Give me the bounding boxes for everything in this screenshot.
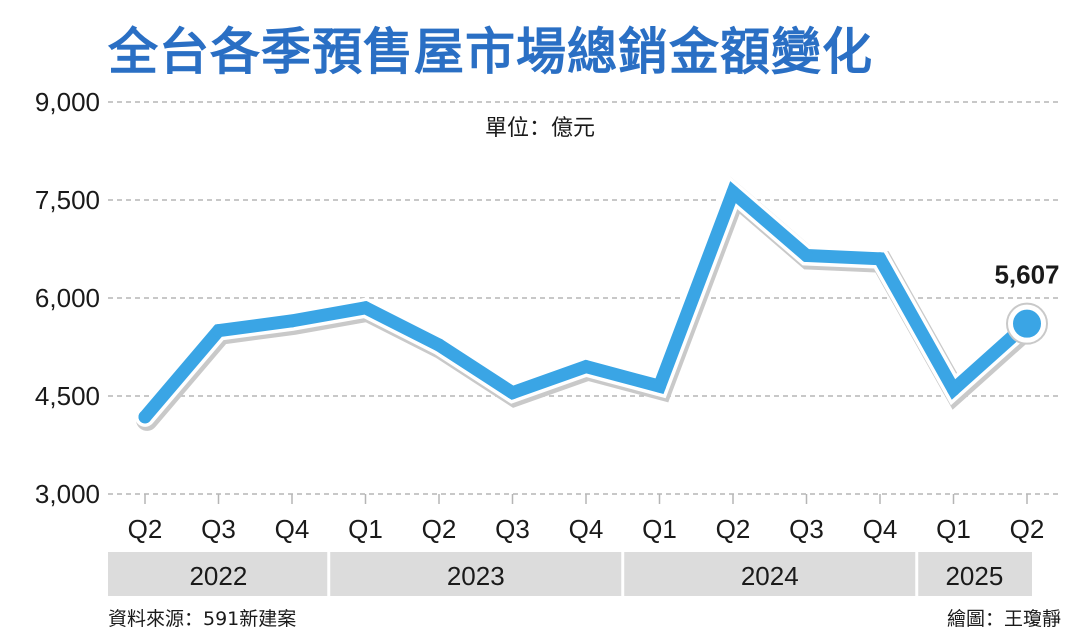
x-tick-label: Q3 <box>201 514 236 544</box>
last-data-point <box>1007 303 1047 344</box>
x-tick-label: Q4 <box>569 514 604 544</box>
chart-title: 全台各季預售屋市場總銷金額變化 <box>108 23 873 81</box>
data-point <box>432 338 446 352</box>
x-tick-label: Q1 <box>348 514 383 544</box>
year-band <box>916 552 1032 596</box>
year-label: 2023 <box>447 561 505 591</box>
data-point <box>212 324 225 338</box>
x-tick-label: Q1 <box>936 514 971 544</box>
y-tick-label: 9,000 <box>35 87 100 117</box>
data-point <box>359 301 372 315</box>
credit-note: 繪圖：王瓊靜 <box>946 608 1061 630</box>
y-tick-label: 4,500 <box>35 381 100 411</box>
year-label: 2024 <box>741 561 799 591</box>
y-tick-label: 3,000 <box>35 479 100 509</box>
data-point <box>579 360 593 374</box>
x-tick-label: Q4 <box>275 514 310 544</box>
year-band <box>108 552 329 596</box>
unit-label: 單位：億元 <box>485 116 595 141</box>
year-band <box>328 552 623 596</box>
data-point <box>947 382 960 396</box>
x-tick-label: Q2 <box>1010 514 1045 544</box>
data-point <box>873 252 887 266</box>
data-point <box>506 386 519 400</box>
y-tick-label: 7,500 <box>35 185 100 215</box>
data-label: 5,607 <box>994 260 1059 290</box>
last-point-halo <box>1006 302 1048 345</box>
x-tick-label: Q2 <box>716 514 751 544</box>
data-point <box>800 249 813 263</box>
data-point <box>653 379 666 393</box>
data-point <box>138 410 152 424</box>
year-label: 2025 <box>945 561 1003 591</box>
x-tick-label: Q2 <box>128 514 163 544</box>
data-point <box>726 185 740 199</box>
source-note: 資料來源：591新建案 <box>108 608 297 630</box>
y-tick-label: 6,000 <box>35 283 100 313</box>
x-tick-label: Q1 <box>642 514 677 544</box>
x-tick-label: Q4 <box>863 514 898 544</box>
data-point <box>285 314 299 328</box>
year-band <box>622 552 917 596</box>
year-label: 2022 <box>189 561 247 591</box>
x-tick-label: Q3 <box>789 514 824 544</box>
series-line-outline <box>135 175 1037 427</box>
x-tick-label: Q3 <box>495 514 530 544</box>
x-tick-label: Q2 <box>422 514 457 544</box>
